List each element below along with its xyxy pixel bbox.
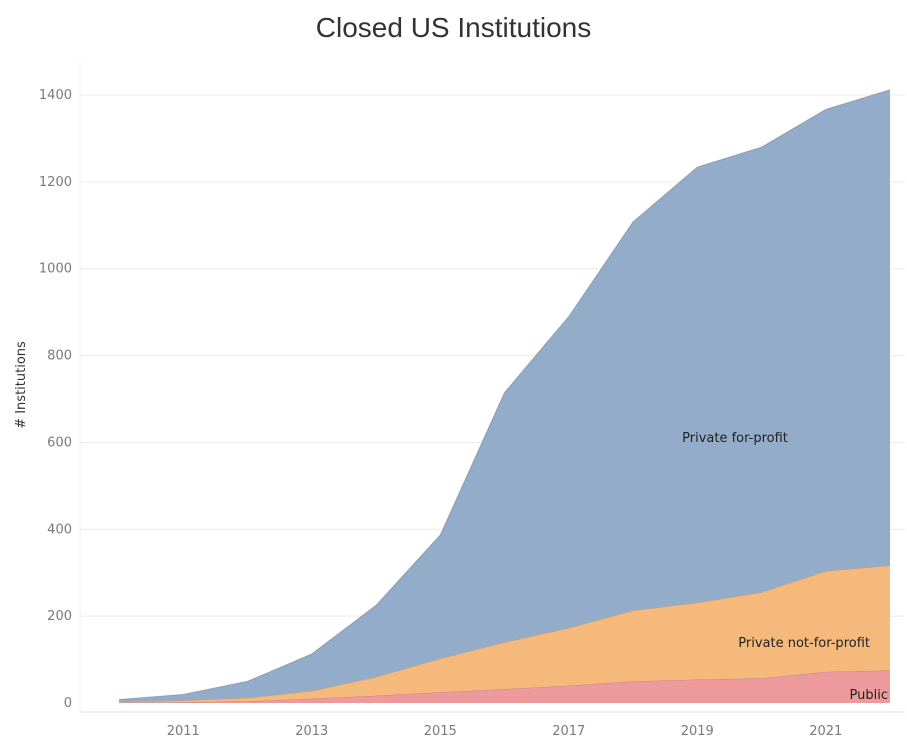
- stacked-areas: [118, 89, 891, 704]
- y-tick-1000: 1000: [39, 262, 72, 277]
- y-tick-400: 400: [47, 522, 72, 537]
- area-private-not-for-profit: [119, 565, 890, 703]
- y-tick-600: 600: [47, 435, 72, 450]
- label-private-not-for-profit: Private not-for-profit: [738, 636, 870, 651]
- area-public: [119, 670, 890, 703]
- y-tick-800: 800: [47, 349, 72, 364]
- edge-private-for-profit: [118, 89, 891, 701]
- x-tick-2015: 2015: [424, 724, 457, 739]
- x-tick-2013: 2013: [295, 724, 328, 739]
- label-public: Public: [850, 688, 888, 703]
- chart-title: Closed US Institutions: [315, 12, 592, 43]
- x-axis: 2011 2013 2015 2017 2019 2021: [167, 724, 843, 739]
- x-tick-2011: 2011: [167, 724, 200, 739]
- y-tick-200: 200: [47, 609, 72, 624]
- edge-public: [118, 669, 891, 704]
- x-tick-2019: 2019: [681, 724, 714, 739]
- area-private-for-profit: [119, 89, 890, 702]
- label-private-for-profit: Private for-profit: [682, 431, 788, 446]
- y-tick-1400: 1400: [39, 88, 72, 103]
- y-axis: 0 200 400 600 800 1000 1200 1400: [39, 88, 72, 711]
- y-axis-label: # Institutions: [14, 341, 29, 429]
- series-labels: Public Private not-for-profit Private for-…: [682, 431, 888, 703]
- y-tick-0: 0: [64, 696, 72, 711]
- y-tick-1200: 1200: [39, 175, 72, 190]
- x-tick-2017: 2017: [552, 724, 585, 739]
- x-tick-2021: 2021: [809, 724, 842, 739]
